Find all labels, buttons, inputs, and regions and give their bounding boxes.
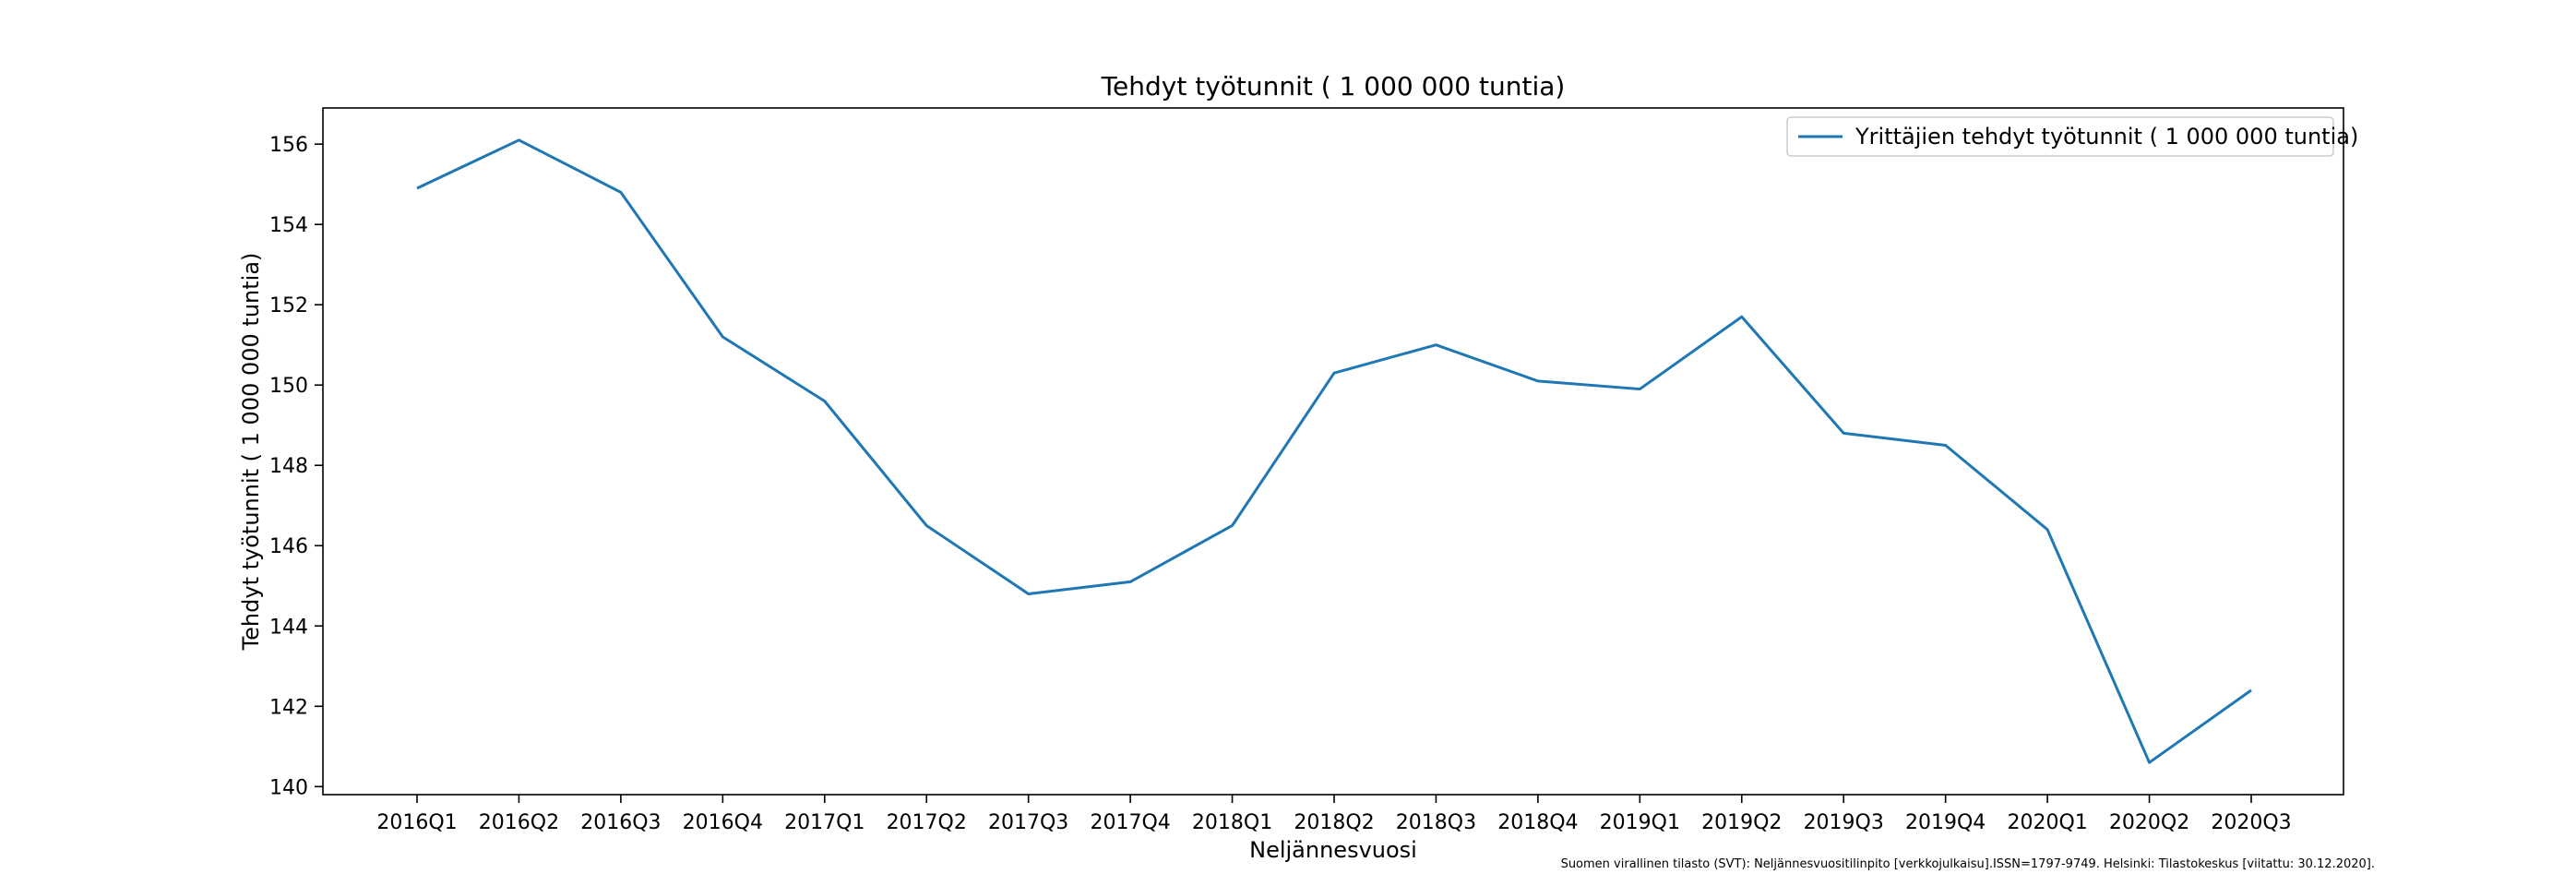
y-tick-label: 146 [269,535,308,558]
y-axis: 140 142 144 146 148 150 152 154 156 [269,134,323,799]
x-tick-label: 2018Q2 [1294,811,1374,834]
x-tick-label: 2017Q3 [988,811,1068,834]
plot-area [322,107,2344,796]
x-tick-label: 2017Q4 [1090,811,1170,834]
x-tick-label: 2017Q1 [784,811,865,834]
x-tick-label: 2016Q3 [580,811,661,834]
x-tick-label: 2019Q2 [1701,811,1782,834]
series-layer [416,138,2252,764]
x-tick-label: 2020Q3 [2211,811,2291,834]
y-tick-label: 156 [269,134,308,157]
legend-label: Yrittäjien tehdyt työtunnit ( 1 000 000 … [1854,124,2358,150]
x-tick-label: 2016Q2 [479,811,559,834]
series-line [416,138,2252,764]
x-tick-label: 2020Q2 [2109,811,2189,834]
y-tick-label: 148 [269,455,308,478]
x-tick-label: 2019Q3 [1804,811,1884,834]
x-tick-label: 2017Q2 [887,811,967,834]
legend: Yrittäjien tehdyt työtunnit ( 1 000 000 … [1786,116,2358,157]
y-tick-label: 140 [269,776,308,799]
x-tick-label: 2020Q1 [2007,811,2087,834]
x-tick-label: 2018Q3 [1396,811,1476,834]
x-axis: 2016Q1 2016Q2 2016Q3 2016Q4 2017Q1 2017Q2 2017… [376,795,2292,834]
y-tick-label: 144 [269,616,308,639]
y-tick-label: 154 [269,214,308,237]
x-tick-label: 2018Q1 [1192,811,1272,834]
source-note: Suomen virallinen tilasto (SVT): Neljänn… [1561,857,2375,871]
x-axis-label: Neljännesvuosi [1249,837,1417,863]
y-tick-label: 150 [269,375,308,398]
chart-title: Tehdyt työtunnit ( 1 000 000 tuntia) [1101,71,1566,102]
x-tick-label: 2019Q1 [1600,811,1680,834]
x-tick-label: 2018Q4 [1497,811,1578,834]
y-tick-label: 152 [269,294,308,317]
y-axis-label: Tehdyt työtunnit ( 1 000 000 tuntia) [238,253,264,652]
legend-box [1786,116,2334,157]
x-tick-label: 2016Q4 [683,811,763,834]
x-tick-label: 2019Q4 [1905,811,1986,834]
x-tick-label: 2016Q1 [376,811,457,834]
y-tick-label: 142 [269,696,308,719]
